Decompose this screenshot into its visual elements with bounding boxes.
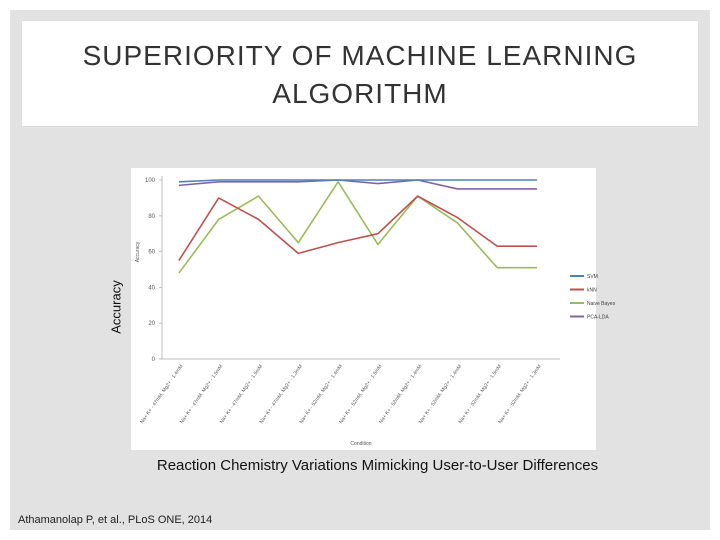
- y-axis-label: Accuracy: [135, 241, 141, 262]
- y-tick-label: 20: [148, 321, 155, 327]
- y-tick-label: 100: [145, 178, 156, 184]
- x-tick-label: Na+ K+ - 47mM, Mg2+ - 1.3mM: [259, 364, 304, 425]
- x-tick-label: Na+ K+ - 47mM, Mg2+ - 1.4mM: [139, 364, 184, 425]
- series-line-svm: [178, 179, 538, 183]
- x-tick-label: Na+ K+ - 52mM, Mg2+ - 1.5mM: [458, 364, 503, 425]
- x-tick-label: Na+ K+ - 52mM, Mg2+ - 1.3mM: [497, 364, 542, 425]
- x-tick-label: Na+ K+ - 52mM, Mg2+ - 1.4mM: [298, 364, 343, 425]
- x-axis-label: Condition: [350, 441, 371, 447]
- legend-label: Naive Bayes: [587, 301, 616, 307]
- legend-label: SVM: [587, 274, 598, 280]
- citation: Athamanolap P, et al., PLoS ONE, 2014: [18, 514, 213, 526]
- title-box: [22, 21, 698, 126]
- chart-caption: Reaction Chemistry Variations Mimicking …: [156, 457, 599, 474]
- y-tick-label: 60: [148, 250, 155, 256]
- y-tick-label: 0: [152, 357, 156, 363]
- x-tick-label: Na+ K+ - 52mM, Mg2+ - 1.5mM: [338, 364, 383, 425]
- y-tick-label: 40: [148, 285, 155, 291]
- slide-title: SUPERIORITY OF MACHINE LEARNING ALGORITH…: [82, 40, 638, 109]
- series-line-pca-lda: [178, 179, 538, 190]
- legend-label: PCA-LDA: [587, 315, 609, 321]
- x-tick-label: Na+ K+ - 47mM, Mg2+ - 1.5mM: [219, 364, 264, 425]
- legend-label: kNN: [587, 288, 597, 294]
- x-tick-label: Na+ K+ - 47mM, Mg2+ - 1.5mM: [179, 364, 224, 425]
- series-line-knn: [178, 195, 538, 261]
- series-line-naive-bayes: [178, 180, 538, 274]
- y-tick-label: 80: [148, 214, 155, 220]
- x-tick-label: Na+ K+ - 52mM, Mg2+ - 1.4mM: [418, 364, 463, 425]
- x-tick-label: Na+ K+ - 52mM, Mg2+ - 1.4mM: [378, 364, 423, 425]
